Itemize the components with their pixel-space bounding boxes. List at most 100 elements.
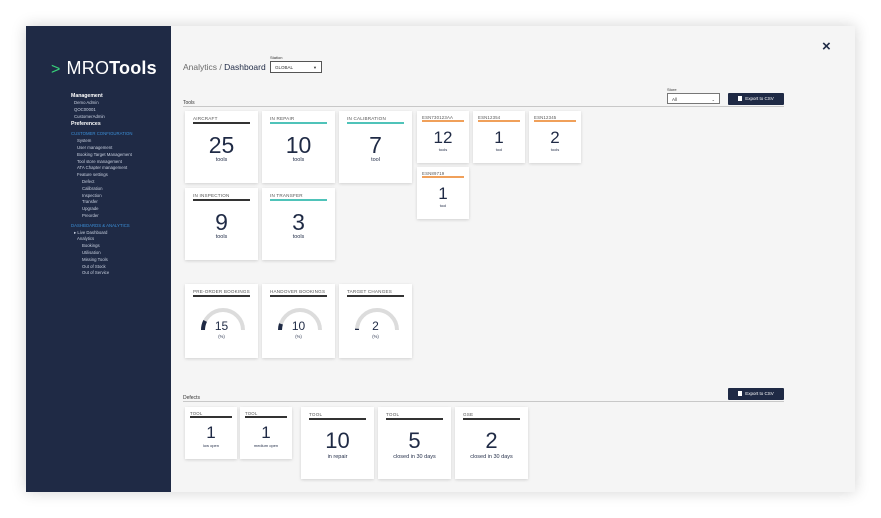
breadcrumb-parent[interactable]: Analytics / [183, 62, 222, 72]
gauge-value: 2 [372, 319, 379, 333]
card-value: 7 [369, 132, 382, 158]
card-title: PRE-ORDER BOOKINGS [193, 289, 250, 294]
card-unit: tools [215, 157, 228, 163]
gauge-unit: (%) [218, 334, 225, 339]
sidebar-item-missing-tools[interactable]: Missing Tools [82, 256, 108, 262]
defects-divider [183, 401, 784, 402]
tools-divider [183, 106, 784, 107]
sidebar-item-defect[interactable]: Defect [82, 178, 95, 184]
card-title: AIRCRAFT [193, 116, 218, 121]
card-unit: tools [550, 147, 560, 152]
card-unit: medium open [253, 443, 279, 448]
card-title: TOOL [309, 412, 323, 417]
sidebar-management-item[interactable]: CustomerAdmin [74, 113, 105, 119]
sidebar-item-inspection[interactable]: Inspection [82, 192, 102, 198]
close-icon[interactable]: × [822, 38, 831, 55]
tool-card-in-inspection[interactable]: IN INSPECTION 9 tools [185, 188, 258, 260]
tool-card-in-calibration[interactable]: IN CALIBRATION 7 tool [339, 111, 412, 183]
card-title: ESN89719 [422, 171, 445, 176]
card-value: 1 [438, 184, 448, 203]
sidebar-item-utilisation[interactable]: Utilisation [82, 249, 101, 255]
sidebar-item-upgrade[interactable]: Upgrade [82, 206, 99, 212]
gauge-unit: (%) [295, 334, 302, 339]
tool-card-in-transfer[interactable]: IN TRANSFER 3 tools [262, 188, 335, 260]
defects-export-button[interactable]: Export to CSV [728, 388, 784, 400]
esn-card[interactable]: ESN730123AA 12 tools [417, 111, 469, 163]
card-title: IN REPAIR [270, 116, 295, 121]
gauge-card-handover-bookings[interactable]: HANDOVER BOOKINGS 10 (%) [262, 284, 335, 358]
sidebar-preferences-heading[interactable]: Preferences [71, 121, 101, 128]
tool-card-aircraft[interactable]: AIRCRAFT 25 tools [185, 111, 258, 183]
sidebar-item-user-management[interactable]: User management [77, 144, 113, 150]
card-underline [270, 295, 327, 297]
gauge-fill [201, 320, 208, 331]
defect-card-medium-open[interactable]: TOOL 1 medium open [240, 407, 292, 459]
chevron-down-icon: ⌄ [711, 97, 715, 102]
sidebar-item-ata-chapter[interactable]: ATA Chapter management [77, 165, 128, 171]
card-title: ESN12345 [534, 115, 557, 120]
sidebar-item-bookings[interactable]: Bookings [82, 243, 100, 249]
card-underline [347, 122, 404, 124]
defect-card-closed-tool[interactable]: TOOL 5 closed in 30 days [378, 407, 451, 479]
gauge-card-target-changes[interactable]: TARGET CHANGES 2 (%) [339, 284, 412, 358]
logo-arrow-icon: > [51, 61, 61, 78]
defect-card-in-repair[interactable]: TOOL 10 in repair [301, 407, 374, 479]
esn-card[interactable]: ESN12354 1 tool [473, 111, 525, 163]
sidebar-item-feature-settings[interactable]: Feature settings [77, 172, 108, 178]
gauge-dial [201, 308, 245, 331]
logo-text-light: MRO [66, 58, 110, 78]
card-underline [534, 120, 576, 122]
card-value: 12 [433, 128, 453, 147]
sidebar: > MROTools Management Demo Admin QOC00001… [26, 26, 171, 492]
sidebar-section-dashboards: DASHBOARDS & ANALYTICS [71, 222, 130, 228]
sidebar-item-tool-store[interactable]: Tool store management [77, 158, 122, 164]
card-underline [193, 122, 250, 124]
esn-card[interactable]: ESN89719 1 tool [417, 167, 469, 219]
sidebar-item-out-of-service[interactable]: Out of Service [82, 270, 110, 276]
card-underline [270, 199, 327, 201]
card-underline [347, 295, 404, 297]
card-unit: closed in 30 days [393, 454, 436, 460]
card-unit: tool [439, 203, 447, 208]
gauge-card-preorder-bookings[interactable]: PRE-ORDER BOOKINGS 15 (%) [185, 284, 258, 358]
card-title: TOOL [190, 411, 203, 416]
tools-export-button[interactable]: Export to CSV [728, 93, 784, 105]
card-value: 1 [261, 423, 271, 442]
sidebar-item-preorder[interactable]: Preorder [82, 212, 99, 218]
app-window: > MROTools Management Demo Admin QOC00001… [26, 26, 855, 492]
card-underline [309, 418, 366, 420]
sidebar-section-customer-config: CUSTOMER CONFIGURATION [71, 131, 133, 137]
esn-card[interactable]: ESN12345 2 tools [529, 111, 581, 163]
sidebar-item-calibration[interactable]: Calibration [82, 185, 103, 191]
sidebar-item-system[interactable]: System [77, 138, 92, 144]
card-unit: in repair [327, 454, 348, 460]
sidebar-management-item[interactable]: Demo Admin [74, 100, 99, 105]
card-underline [386, 418, 443, 420]
card-value: 3 [292, 209, 305, 235]
card-value: 5 [408, 428, 421, 453]
defect-card-low-open[interactable]: TOOL 1 low open [185, 407, 237, 459]
defect-card-closed-gse[interactable]: GSE 2 closed in 30 days [455, 407, 528, 479]
sidebar-management-heading[interactable]: Management [71, 93, 103, 99]
gauge-value: 15 [214, 319, 229, 333]
logo-text-bold: Tools [109, 58, 157, 78]
card-underline [193, 199, 250, 201]
card-title: ESN12354 [478, 115, 501, 120]
station-label: Station [270, 55, 283, 60]
sidebar-item-booking-target[interactable]: Booking Target Management [77, 151, 132, 157]
sidebar-management-item[interactable]: QOC00001 [74, 106, 96, 112]
station-select[interactable]: GLOBAL ▼ [270, 61, 322, 73]
card-title: TOOL [386, 412, 400, 417]
document-icon [738, 96, 743, 101]
sidebar-item-transfer[interactable]: Transfer [82, 199, 98, 205]
store-select[interactable]: All ⌄ [667, 93, 720, 104]
sidebar-item-out-of-stock[interactable]: Out of Stock [82, 263, 106, 269]
card-value: 10 [325, 428, 350, 453]
card-title: IN TRANSFER [270, 193, 303, 198]
logo[interactable]: > MROTools [51, 58, 157, 79]
sidebar-item-analytics[interactable]: Analytics [77, 236, 95, 242]
defects-section-title: Defects [183, 395, 200, 401]
tool-card-in-repair[interactable]: IN REPAIR 10 tools [262, 111, 335, 183]
card-underline [190, 416, 232, 418]
sidebar-item-live-dashboard[interactable]: ▸ Live Dashboard [74, 229, 108, 235]
